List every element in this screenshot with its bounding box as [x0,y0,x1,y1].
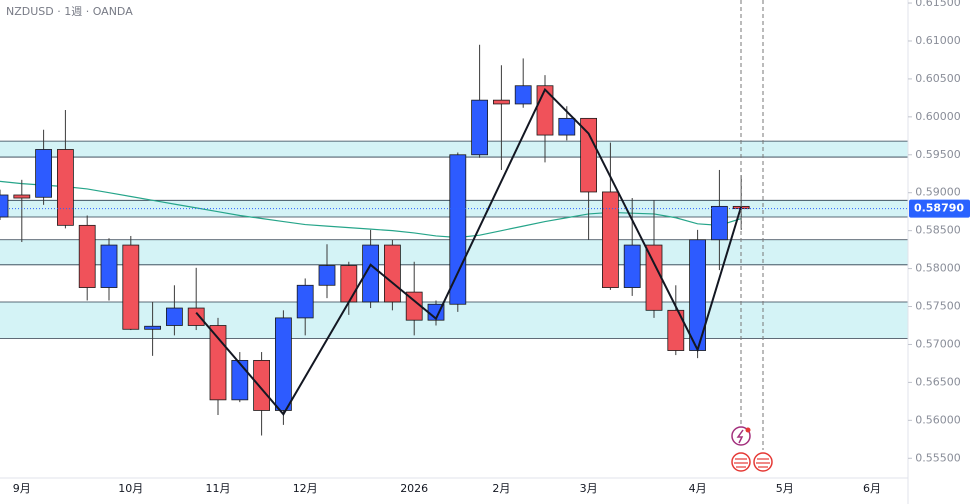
candle-body [362,244,380,303]
last-price-label: 0.58790 [914,202,964,215]
x-tick-label: 5月 [776,482,794,495]
candle-body [645,244,663,311]
candle-body [711,205,728,241]
candle-body [383,244,401,303]
plot [0,44,908,436]
zone [0,141,908,158]
candle-body [13,194,31,199]
zone [0,301,908,339]
candle-body [340,265,358,303]
candle-body [667,309,685,351]
candle-body [449,154,467,305]
last-price-box [909,199,970,218]
x-tick-label: 11月 [206,482,231,495]
x-tick-label: 2月 [492,482,510,495]
event-dot [745,427,751,433]
flag-stripes [734,458,770,468]
event-icon[interactable] [731,426,751,446]
y-tick-label: 0.59500 [915,148,961,161]
candle-body [35,149,52,198]
candle-body [100,244,118,288]
y-tick-label: 0.60000 [915,110,961,123]
candle-body [536,85,554,136]
candle-body [492,99,510,105]
x-tick-label: 4月 [689,482,707,495]
y-tick-label: 0.56500 [915,375,961,388]
candle-body [274,317,292,411]
candle-body [187,307,205,326]
candle-body [253,359,271,411]
zigzag-line [195,87,743,416]
candle-body [122,244,140,330]
x-tick-label: 2026 [400,482,428,495]
candle-body [144,325,162,330]
candle-body [471,99,489,156]
candle-body [231,359,249,401]
y-tick-label: 0.56000 [915,413,961,426]
candle-body [296,284,314,319]
y-tick-label: 0.61000 [915,34,961,47]
y-tick-label: 0.57000 [915,337,961,350]
us-flag-icon[interactable] [731,452,751,472]
candle-body [57,149,74,226]
y-tick-label: 0.58500 [915,224,961,237]
y-tick-label: 0.60500 [915,72,961,85]
event-icon-bolt [736,429,744,444]
candle-body [318,265,336,286]
x-tick-label: 9月 [13,482,31,495]
candle-body [602,191,619,288]
x-tick-label: 6月 [863,482,881,495]
x-tick-label: 3月 [580,482,598,495]
candle-body [0,194,9,218]
candle-body [78,224,96,288]
y-tick-label: 0.59000 [915,186,961,199]
chart-title: NZDUSD · 1週 · OANDA [6,5,133,18]
y-tick-label: 0.61500 [915,0,961,9]
candle-body [623,244,641,288]
y-tick-label: 0.57500 [915,300,961,313]
us-flag-icon[interactable] [753,452,773,472]
y-tick-label: 0.58000 [915,262,961,275]
y-tick-label: 0.55500 [915,451,961,464]
candle-body [558,117,576,136]
x-tick-label: 10月 [118,482,143,495]
candle-body [580,117,597,193]
x-tick-label: 12月 [293,482,318,495]
candle-body [165,307,183,326]
candle-body [514,85,532,105]
